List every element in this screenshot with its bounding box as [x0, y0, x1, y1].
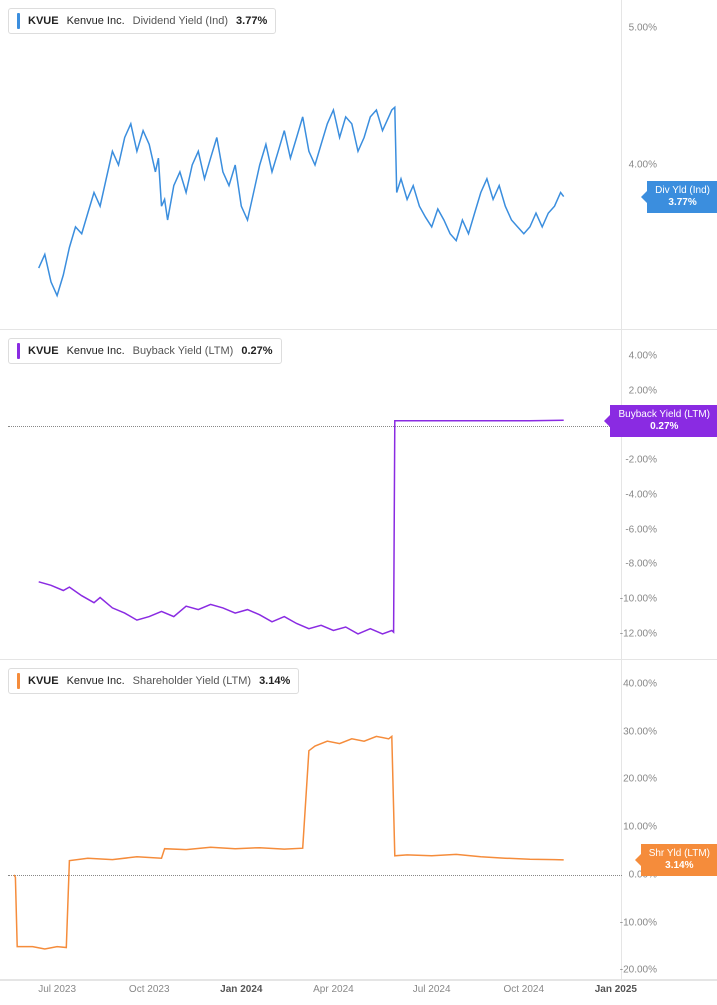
y-axis-tick-label: -4.00% [625, 490, 657, 501]
legend-ticker: KVUE [28, 345, 59, 357]
chart-plot-area[interactable] [0, 0, 622, 330]
data-series-line [39, 107, 564, 295]
chart-legend: KVUE Kenvue Inc. Shareholder Yield (LTM) 3.… [8, 668, 299, 694]
chart-legend: KVUE Kenvue Inc. Buyback Yield (LTM) 0.27% [8, 338, 282, 364]
legend-company-name: Kenvue Inc. [67, 15, 125, 27]
y-axis-tick-label: 10.00% [623, 822, 657, 833]
current-value-tag: Div Yld (Ind)3.77% [647, 181, 717, 213]
x-axis-tick-label: Jan 2024 [220, 984, 262, 995]
y-axis-tick-label: 4.00% [629, 351, 657, 362]
chart-plot-area[interactable] [0, 660, 622, 980]
chart-panel: KVUE Kenvue Inc. Dividend Yield (Ind) 3.77%… [0, 0, 717, 330]
legend-color-marker [17, 13, 20, 29]
y-axis-tick-label: 5.00% [629, 22, 657, 33]
data-series-line [39, 420, 564, 634]
value-tag-label: Buyback Yield (LTM) [618, 409, 710, 421]
legend-metric-name: Shareholder Yield (LTM) [133, 675, 251, 687]
value-tag-value: 0.27% [618, 421, 710, 433]
legend-current-value: 3.14% [259, 675, 290, 687]
legend-ticker: KVUE [28, 675, 59, 687]
x-axis: Jul 2023 Oct 2023 Jan 2024 Apr 2024 Jul 2024… [0, 980, 717, 1004]
y-axis-tick-label: 30.00% [623, 726, 657, 737]
y-axis-tick-label: -20.00% [620, 965, 657, 976]
y-axis-tick-label: -12.00% [620, 628, 657, 639]
x-axis-tick-label: Apr 2024 [313, 984, 354, 995]
current-value-tag: Buyback Yield (LTM)0.27% [610, 405, 717, 437]
y-axis-tick-label: 2.00% [629, 385, 657, 396]
chart-panel: KVUE Kenvue Inc. Shareholder Yield (LTM) 3.… [0, 660, 717, 980]
y-axis-tick-label: -8.00% [625, 559, 657, 570]
y-axis-tick-label: -10.00% [620, 594, 657, 605]
y-axis-tick-label: 4.00% [629, 160, 657, 171]
legend-metric-name: Dividend Yield (Ind) [133, 15, 228, 27]
chart-legend: KVUE Kenvue Inc. Dividend Yield (Ind) 3.77% [8, 8, 276, 34]
chart-panel: KVUEKenvue Inc.Buyback Yield (LTM)0.27%4… [0, 330, 717, 660]
legend-current-value: 0.27% [241, 345, 272, 357]
legend-color-marker [17, 343, 20, 359]
x-axis-tick-label: Jul 2024 [413, 984, 451, 995]
data-series-line [14, 736, 564, 949]
y-axis-tick-label: 40.00% [623, 678, 657, 689]
legend-metric-name: Buyback Yield (LTM) [133, 345, 234, 357]
x-axis-tick-label: Jan 2025 [595, 984, 637, 995]
y-axis-tick-label: -2.00% [625, 455, 657, 466]
current-value-tag: Shr Yld (LTM)3.14% [641, 844, 717, 876]
legend-color-marker [17, 673, 20, 689]
legend-ticker: KVUE [28, 15, 59, 27]
x-axis-tick-label: Oct 2023 [129, 984, 170, 995]
legend-company-name: Kenvue Inc. [67, 345, 125, 357]
value-tag-label: Shr Yld (LTM) [649, 848, 710, 860]
value-tag-value: 3.14% [649, 860, 710, 872]
y-axis-tick-label: -10.00% [620, 917, 657, 928]
x-axis-tick-label: Oct 2024 [503, 984, 544, 995]
legend-company-name: Kenvue Inc. [67, 675, 125, 687]
value-tag-label: Div Yld (Ind) [655, 185, 710, 197]
y-axis-tick-label: -6.00% [625, 524, 657, 535]
chart-plot-area[interactable] [0, 330, 622, 660]
y-axis-tick-label: 20.00% [623, 774, 657, 785]
value-tag-value: 3.77% [655, 197, 710, 209]
legend-current-value: 3.77% [236, 15, 267, 27]
x-axis-tick-label: Jul 2023 [38, 984, 76, 995]
